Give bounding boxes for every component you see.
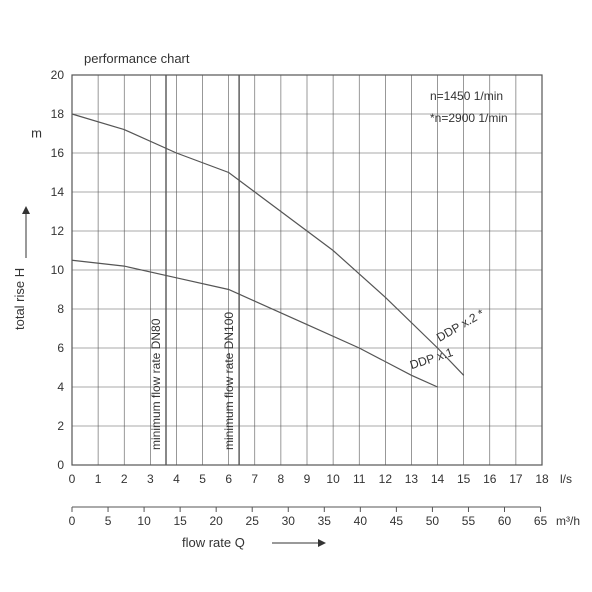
- x-unit-secondary: m³/h: [556, 514, 580, 528]
- x-tick: 18: [535, 472, 549, 486]
- x2-tick: 15: [173, 514, 187, 528]
- x-label-svg: flow rate Q: [182, 535, 245, 550]
- annotation-1-svg: *n=2900 1/min: [430, 111, 508, 125]
- x-tick: 13: [405, 472, 419, 486]
- y-tick: 2: [57, 419, 64, 433]
- y-label-svg: total rise H: [12, 268, 27, 330]
- y-tick: 14: [51, 185, 65, 199]
- x2-tick: 50: [426, 514, 440, 528]
- chart-title-svg: performance chart: [84, 51, 190, 66]
- x-unit-primary: l/s: [560, 472, 572, 486]
- y-tick: 10: [51, 263, 65, 277]
- x-tick: 6: [225, 472, 232, 486]
- y-tick: 0: [57, 458, 64, 472]
- x-tick: 1: [95, 472, 102, 486]
- x2-tick: 40: [354, 514, 368, 528]
- x2-tick: 65: [534, 514, 548, 528]
- x2-tick: 55: [462, 514, 476, 528]
- x-tick: 17: [509, 472, 523, 486]
- x2-tick: 20: [209, 514, 223, 528]
- x-tick: 12: [379, 472, 393, 486]
- y-tick: 12: [51, 224, 65, 238]
- x-tick: 15: [457, 472, 471, 486]
- x2-tick: 5: [105, 514, 112, 528]
- y-tick: 8: [57, 302, 64, 316]
- x-tick: 5: [199, 472, 206, 486]
- performance-chart: minimum flow rate DN80 minimum flow rate …: [0, 0, 592, 592]
- x-tick: 9: [304, 472, 311, 486]
- x2-tick: 60: [498, 514, 512, 528]
- x2-tick: 35: [318, 514, 332, 528]
- x-tick: 7: [251, 472, 258, 486]
- x-tick: 2: [121, 472, 128, 486]
- x-tick: 4: [173, 472, 180, 486]
- x2-tick: 45: [390, 514, 404, 528]
- x-tick: 8: [278, 472, 285, 486]
- ref-label-0: minimum flow rate DN80: [149, 318, 163, 450]
- ref-label-1: minimum flow rate DN100: [222, 312, 236, 450]
- x2-tick: 0: [69, 514, 76, 528]
- x2-tick: 10: [137, 514, 151, 528]
- y-tick: 20: [51, 68, 65, 82]
- x-tick: 11: [353, 472, 366, 486]
- annotation-0-svg: n=1450 1/min: [430, 89, 503, 103]
- y-tick: 16: [51, 146, 65, 160]
- y-tick: 18: [51, 107, 65, 121]
- y-tick: 4: [57, 380, 64, 394]
- x2-tick: 30: [282, 514, 296, 528]
- x-tick: 10: [326, 472, 340, 486]
- x-tick: 3: [147, 472, 154, 486]
- y-unit-svg: m: [31, 126, 42, 141]
- x2-tick: 25: [246, 514, 260, 528]
- x-tick: 0: [69, 472, 76, 486]
- x-tick: 14: [431, 472, 445, 486]
- y-tick: 6: [57, 341, 64, 355]
- x-tick: 16: [483, 472, 497, 486]
